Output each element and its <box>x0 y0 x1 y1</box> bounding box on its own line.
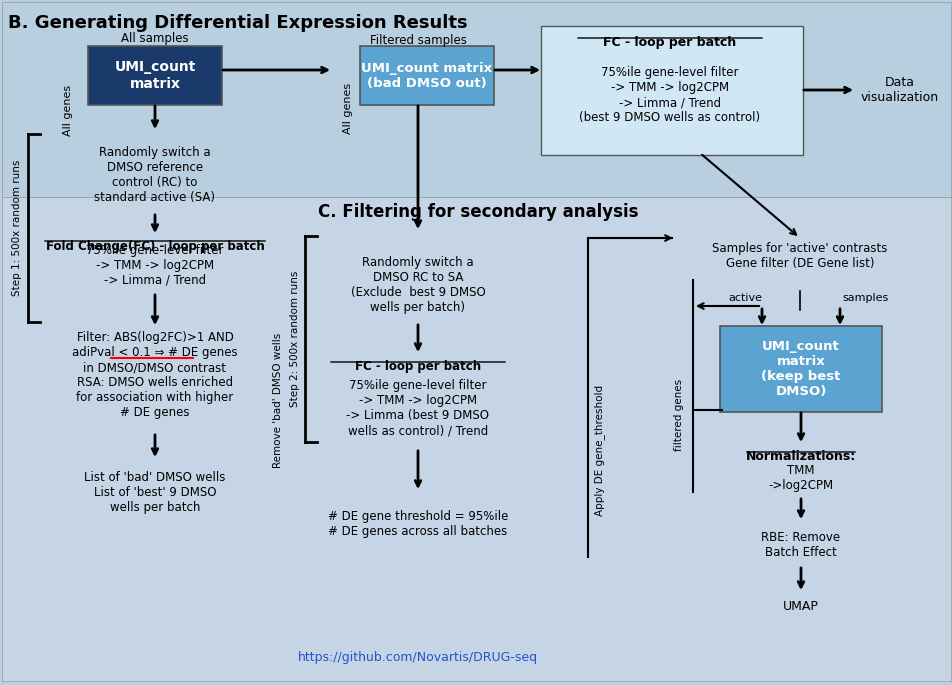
Text: filtered genes: filtered genes <box>673 379 684 451</box>
Text: Fold Change(FC) - loop per batch: Fold Change(FC) - loop per batch <box>46 240 264 253</box>
Text: C. Filtering for secondary analysis: C. Filtering for secondary analysis <box>318 203 638 221</box>
Text: Data
visualization: Data visualization <box>860 76 938 104</box>
FancyBboxPatch shape <box>88 46 222 105</box>
Text: https://github.com/Novartis/DRUG-seq: https://github.com/Novartis/DRUG-seq <box>298 651 538 664</box>
Text: samples: samples <box>842 293 887 303</box>
Text: 75%ile gene-level filter
-> TMM -> log2CPM
-> Limma (best 9 DMSO
wells as contro: 75%ile gene-level filter -> TMM -> log2C… <box>347 379 489 437</box>
Text: Filter: ABS(log2FC)>1 AND
adiPval < 0.1 ⇒ # DE genes
in DMSO/DMSO contrast
RSA: : Filter: ABS(log2FC)>1 AND adiPval < 0.1 … <box>72 331 238 419</box>
Text: Randomly switch a
DMSO reference
control (RC) to
standard active (SA): Randomly switch a DMSO reference control… <box>94 146 215 204</box>
FancyBboxPatch shape <box>360 46 493 105</box>
Text: UMI_count
matrix: UMI_count matrix <box>114 60 195 90</box>
Text: RBE: Remove
Batch Effect: RBE: Remove Batch Effect <box>761 531 840 559</box>
Text: Remove 'bad' DMSO wells: Remove 'bad' DMSO wells <box>272 332 283 468</box>
Text: All genes: All genes <box>343 82 352 134</box>
Text: All samples: All samples <box>121 32 188 45</box>
Text: UMI_count matrix
(bad DMSO out): UMI_count matrix (bad DMSO out) <box>361 62 492 90</box>
Text: B. Generating Differential Expression Results: B. Generating Differential Expression Re… <box>8 14 467 32</box>
Text: Filtered samples: Filtered samples <box>369 34 466 47</box>
Text: Step 2: 500x random runs: Step 2: 500x random runs <box>289 271 300 407</box>
FancyBboxPatch shape <box>541 26 803 155</box>
Text: Normalizations:: Normalizations: <box>745 450 855 463</box>
Text: 75%ile gene-level filter
-> TMM -> log2CPM
-> Limma / Trend
(best 9 DMSO wells a: 75%ile gene-level filter -> TMM -> log2C… <box>579 66 760 124</box>
Text: Randomly switch a
DMSO RC to SA
(Exclude  best 9 DMSO
wells per batch): Randomly switch a DMSO RC to SA (Exclude… <box>350 256 485 314</box>
Text: Samples for 'active' contrasts
Gene filter (DE Gene list): Samples for 'active' contrasts Gene filt… <box>711 242 886 270</box>
Text: List of 'bad' DMSO wells
List of 'best' 9 DMSO
wells per batch: List of 'bad' DMSO wells List of 'best' … <box>84 471 226 514</box>
Text: UMI_count
matrix
(keep best
DMSO): UMI_count matrix (keep best DMSO) <box>761 340 840 398</box>
Text: FC - loop per batch: FC - loop per batch <box>603 36 736 49</box>
Text: UMAP: UMAP <box>783 601 818 614</box>
Text: Apply DE gene_threshold: Apply DE gene_threshold <box>594 384 605 516</box>
FancyBboxPatch shape <box>2 197 950 681</box>
Text: TMM
->log2CPM: TMM ->log2CPM <box>767 464 833 492</box>
Text: Step 1: 500x random runs: Step 1: 500x random runs <box>12 160 22 296</box>
Text: FC - loop per batch: FC - loop per batch <box>354 360 481 373</box>
FancyBboxPatch shape <box>720 326 881 412</box>
Text: All genes: All genes <box>63 84 73 136</box>
FancyBboxPatch shape <box>2 2 950 197</box>
Text: 75%ile gene-level filter
-> TMM -> log2CPM
-> Limma / Trend: 75%ile gene-level filter -> TMM -> log2C… <box>87 243 224 286</box>
Text: active: active <box>727 293 762 303</box>
Text: # DE gene threshold = 95%ile
# DE genes across all batches: # DE gene threshold = 95%ile # DE genes … <box>327 510 507 538</box>
